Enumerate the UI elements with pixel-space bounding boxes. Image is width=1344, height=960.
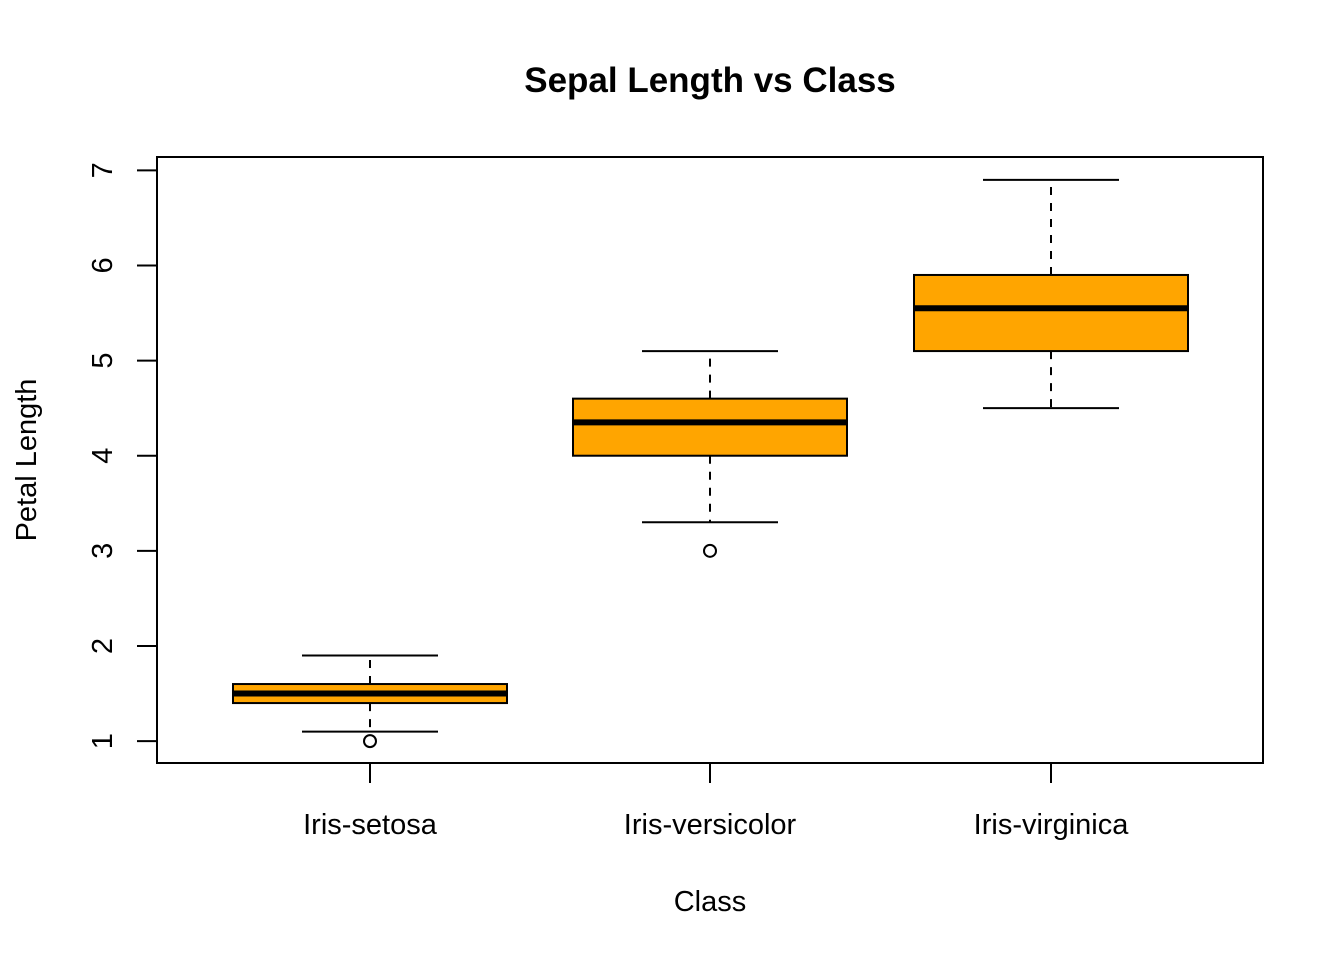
y-tick-label: 3	[87, 543, 119, 559]
y-tick-label: 6	[87, 257, 119, 273]
x-axis-label: Class	[674, 886, 747, 918]
y-tick-label: 7	[87, 162, 119, 178]
box-2	[572, 350, 848, 558]
boxes	[232, 178, 1189, 749]
y-axis: 1 2 3 4 5 6 7	[87, 162, 157, 749]
y-tick-label: 1	[87, 733, 119, 749]
y-tick-label: 2	[87, 638, 119, 654]
x-axis: Iris-setosa Iris-versicolor Iris-virginica	[303, 763, 1129, 841]
box-1	[232, 654, 508, 749]
outlier-point	[363, 734, 377, 749]
y-axis-label: Petal Length	[11, 379, 43, 542]
x-tick-label: Iris-virginica	[974, 809, 1130, 841]
iqr-box	[572, 397, 848, 457]
iqr-box	[913, 273, 1189, 353]
y-tick-label: 4	[87, 448, 119, 464]
outlier-point	[703, 543, 717, 558]
x-tick-label: Iris-setosa	[303, 809, 438, 841]
x-tick-label: Iris-versicolor	[624, 809, 797, 841]
y-tick-label: 5	[87, 353, 119, 369]
chart-title: Sepal Length vs Class	[524, 61, 896, 100]
box-3	[913, 178, 1189, 410]
